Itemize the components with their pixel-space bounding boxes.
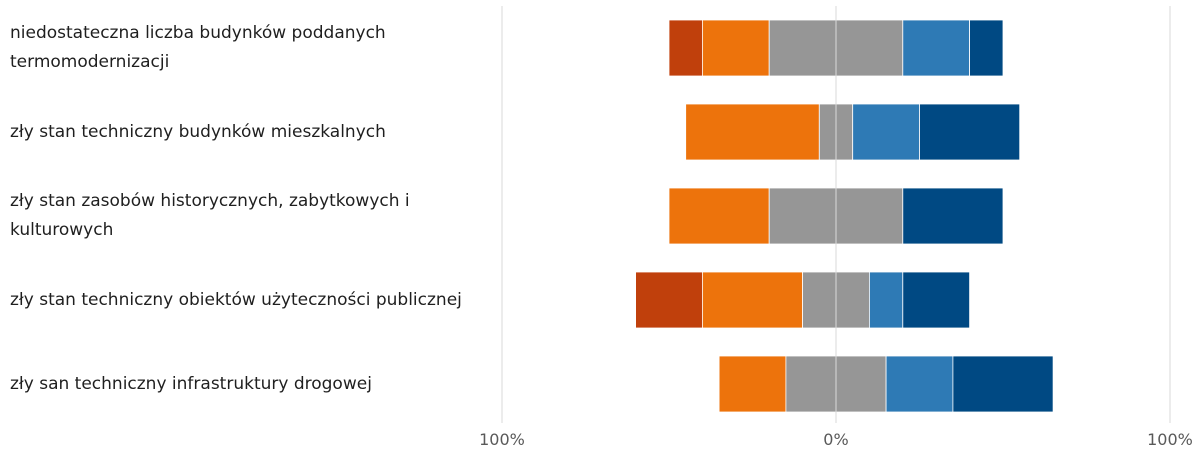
x-tick-label-2: 100% <box>1147 430 1193 449</box>
x-tick-label-0: 100% <box>479 430 525 449</box>
bar-segment-4-1 <box>718 355 787 413</box>
bar-segment-2-4 <box>902 187 1004 245</box>
bar-segment-3-3 <box>869 271 904 329</box>
x-tick-label-1: 0% <box>823 430 848 449</box>
bar-segment-4-4 <box>952 355 1054 413</box>
category-label-0: niedostateczna liczba budynków poddanych… <box>10 23 386 72</box>
bar-segment-3-0 <box>635 271 703 329</box>
bar-segment-0-0 <box>668 19 703 77</box>
bar-segment-2-1 <box>668 187 770 245</box>
bar-segment-0-4 <box>969 19 1004 77</box>
category-label-3: zły stan techniczny obiektów użytecznośc… <box>10 289 462 310</box>
bar-segment-1-3 <box>852 103 920 161</box>
bar-segment-4-3 <box>885 355 954 413</box>
bar-segment-1-4 <box>919 103 1021 161</box>
bar-segment-1-1 <box>685 103 820 161</box>
category-label-1: zły stan techniczny budynków mieszkalnyc… <box>10 121 386 142</box>
category-label-2: zły stan zasobów historycznych, zabytkow… <box>10 191 410 240</box>
category-label-4: zły san techniczny infrastruktury drogow… <box>10 373 372 394</box>
bar-segment-0-1 <box>702 19 770 77</box>
bar-segment-3-4 <box>902 271 970 329</box>
bar-segment-3-1 <box>702 271 804 329</box>
bar-segment-0-3 <box>902 19 970 77</box>
